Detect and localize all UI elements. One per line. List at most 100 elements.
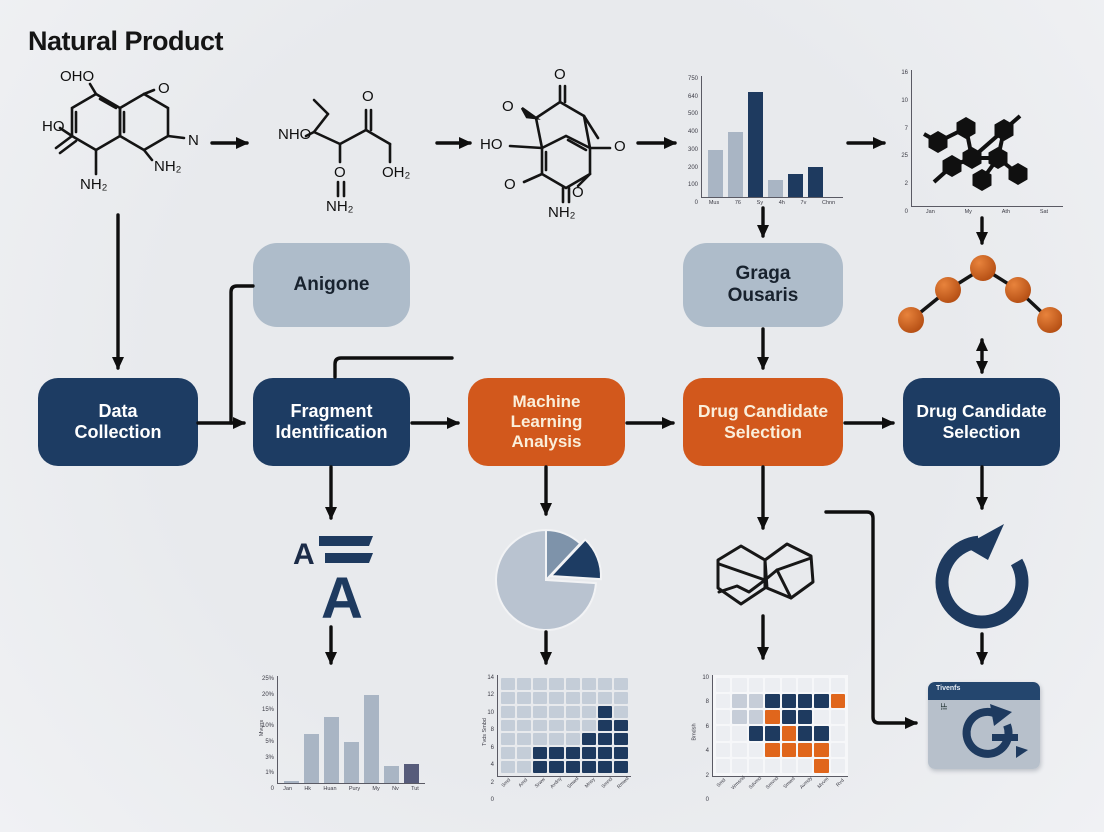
molecule-structure-3: O O HO O O NH₂ O	[480, 66, 638, 226]
y-axis-ticks: 750 640 500 400 300 200 100 0	[683, 76, 701, 206]
tick-label: 2	[490, 779, 494, 786]
atom-label: NH₂	[154, 158, 182, 175]
heatmap-grid	[712, 675, 848, 777]
tick-label: 25%	[262, 676, 275, 682]
y-axis-ticks: 25% 20% 15% 10% 5% 3% 1% 0	[262, 676, 277, 792]
heatmap-cell	[830, 710, 845, 725]
molecule-node	[1008, 163, 1028, 185]
tick-label: 100	[687, 182, 698, 189]
tick-label: 10	[901, 97, 908, 104]
node-graga-ousaris: Graga Ousaris	[683, 243, 843, 327]
heatmap-cell	[565, 705, 580, 718]
connector-fragment-elbow	[333, 356, 454, 379]
heatmap-cell	[597, 691, 612, 704]
molecule-structure-2: NHO O OH₂ O NH₂	[278, 88, 432, 222]
tick-label: 8	[490, 727, 494, 734]
molecule-node	[994, 119, 1014, 141]
tick-label: 12	[487, 692, 494, 699]
orange-ball-chain-icon	[898, 252, 1063, 353]
heatmap-cell	[814, 726, 829, 741]
molecule-plot: 16 10 7 25 2 0 Jan My Ath Sat	[893, 70, 1063, 215]
bar	[768, 180, 783, 197]
tick-label: Pury	[348, 786, 361, 792]
tick-label: Hk	[304, 786, 312, 792]
tick-label: 6	[490, 744, 494, 751]
tick-label: 14	[487, 675, 494, 681]
heatmap-cell	[765, 758, 780, 773]
tick-label: 200	[687, 164, 698, 171]
tick-label: 500	[687, 111, 698, 118]
bar-plot-area	[701, 76, 843, 198]
heatmap-cell	[533, 761, 548, 773]
heatmap-cell	[748, 710, 764, 725]
molecule-node	[972, 169, 992, 191]
heatmap-cell	[565, 733, 580, 746]
heatmap-cell	[597, 761, 612, 773]
heatmap-cell	[533, 691, 548, 704]
node-anigone: Anigone	[253, 243, 410, 327]
heatmap-cell	[613, 733, 628, 746]
node-label: Data	[98, 400, 138, 421]
molecule-node	[956, 117, 976, 139]
node-data-collection: Data Collection	[38, 378, 198, 466]
bar	[728, 131, 743, 197]
heatmap-cell	[732, 758, 747, 773]
tick-label: 0	[490, 796, 494, 803]
heatmap-cell	[797, 726, 813, 741]
tick-label: Huan	[323, 786, 337, 792]
heatmap-cell	[613, 761, 628, 773]
tick-label: 0	[705, 796, 709, 803]
tick-label: Sat	[1039, 209, 1049, 215]
trends-card: Tivenfs īF	[928, 682, 1040, 769]
pie-slice-major-light	[495, 528, 597, 631]
heatmap-cell	[517, 705, 532, 718]
tick-label: Nv	[392, 786, 399, 792]
heatmap-cell	[830, 726, 845, 741]
bar-plot-area	[277, 676, 426, 784]
tick-label: 15%	[262, 707, 275, 714]
tick-label: 8	[705, 699, 709, 706]
node-label: Fragment	[290, 400, 373, 421]
heatmap-cell	[765, 726, 780, 741]
ball-stick-molecule	[923, 114, 1028, 191]
bar	[788, 173, 803, 197]
heatmap-cell	[581, 719, 596, 732]
tick-label: Mus	[708, 200, 720, 206]
hexagon-fragments-icon	[711, 540, 817, 621]
bar	[404, 763, 420, 783]
heatmap-cell	[533, 747, 548, 760]
heatmap-cell	[549, 719, 564, 732]
heatmap-cell	[716, 742, 731, 757]
tick-label: 16	[901, 70, 908, 76]
heatmap-cell	[716, 758, 731, 773]
molecule-node	[962, 147, 982, 169]
tick-label: 5%	[265, 738, 275, 745]
heatmap-cell	[581, 761, 596, 773]
tick-label: 640	[687, 93, 698, 100]
heatmap-cell	[501, 705, 516, 718]
heatmap-cell	[581, 733, 596, 746]
tick-label: 4	[490, 762, 494, 769]
heatmap-cell	[765, 678, 780, 693]
connector-anigone-elbow	[229, 284, 255, 425]
atom-label: O	[504, 176, 516, 193]
tick-label: 300	[687, 146, 698, 153]
trends-cycle-icon	[962, 704, 1028, 758]
page-title: Natural Product	[28, 26, 224, 56]
atom-label: NH₂	[326, 198, 354, 215]
tick-label: 0	[904, 208, 908, 215]
heatmap-cell	[732, 678, 747, 693]
font-typography-icon: A A	[291, 530, 375, 631]
heatmap-cell	[716, 710, 731, 725]
tick-label: 2	[705, 772, 709, 779]
tick-label: 10	[702, 675, 709, 681]
pie-slice-minor-navy	[548, 538, 602, 581]
heatmap-cell	[716, 726, 731, 741]
x-axis-ticks: Mus 76 Sy 4h 7v Chnn	[701, 198, 843, 206]
heatmap-cell	[597, 747, 612, 760]
node-label: Learning	[510, 411, 583, 431]
molecule-skeleton	[304, 98, 392, 198]
tick-label: 10	[487, 709, 494, 716]
plot-area	[911, 70, 1063, 207]
atom-label: NHO	[278, 126, 312, 143]
